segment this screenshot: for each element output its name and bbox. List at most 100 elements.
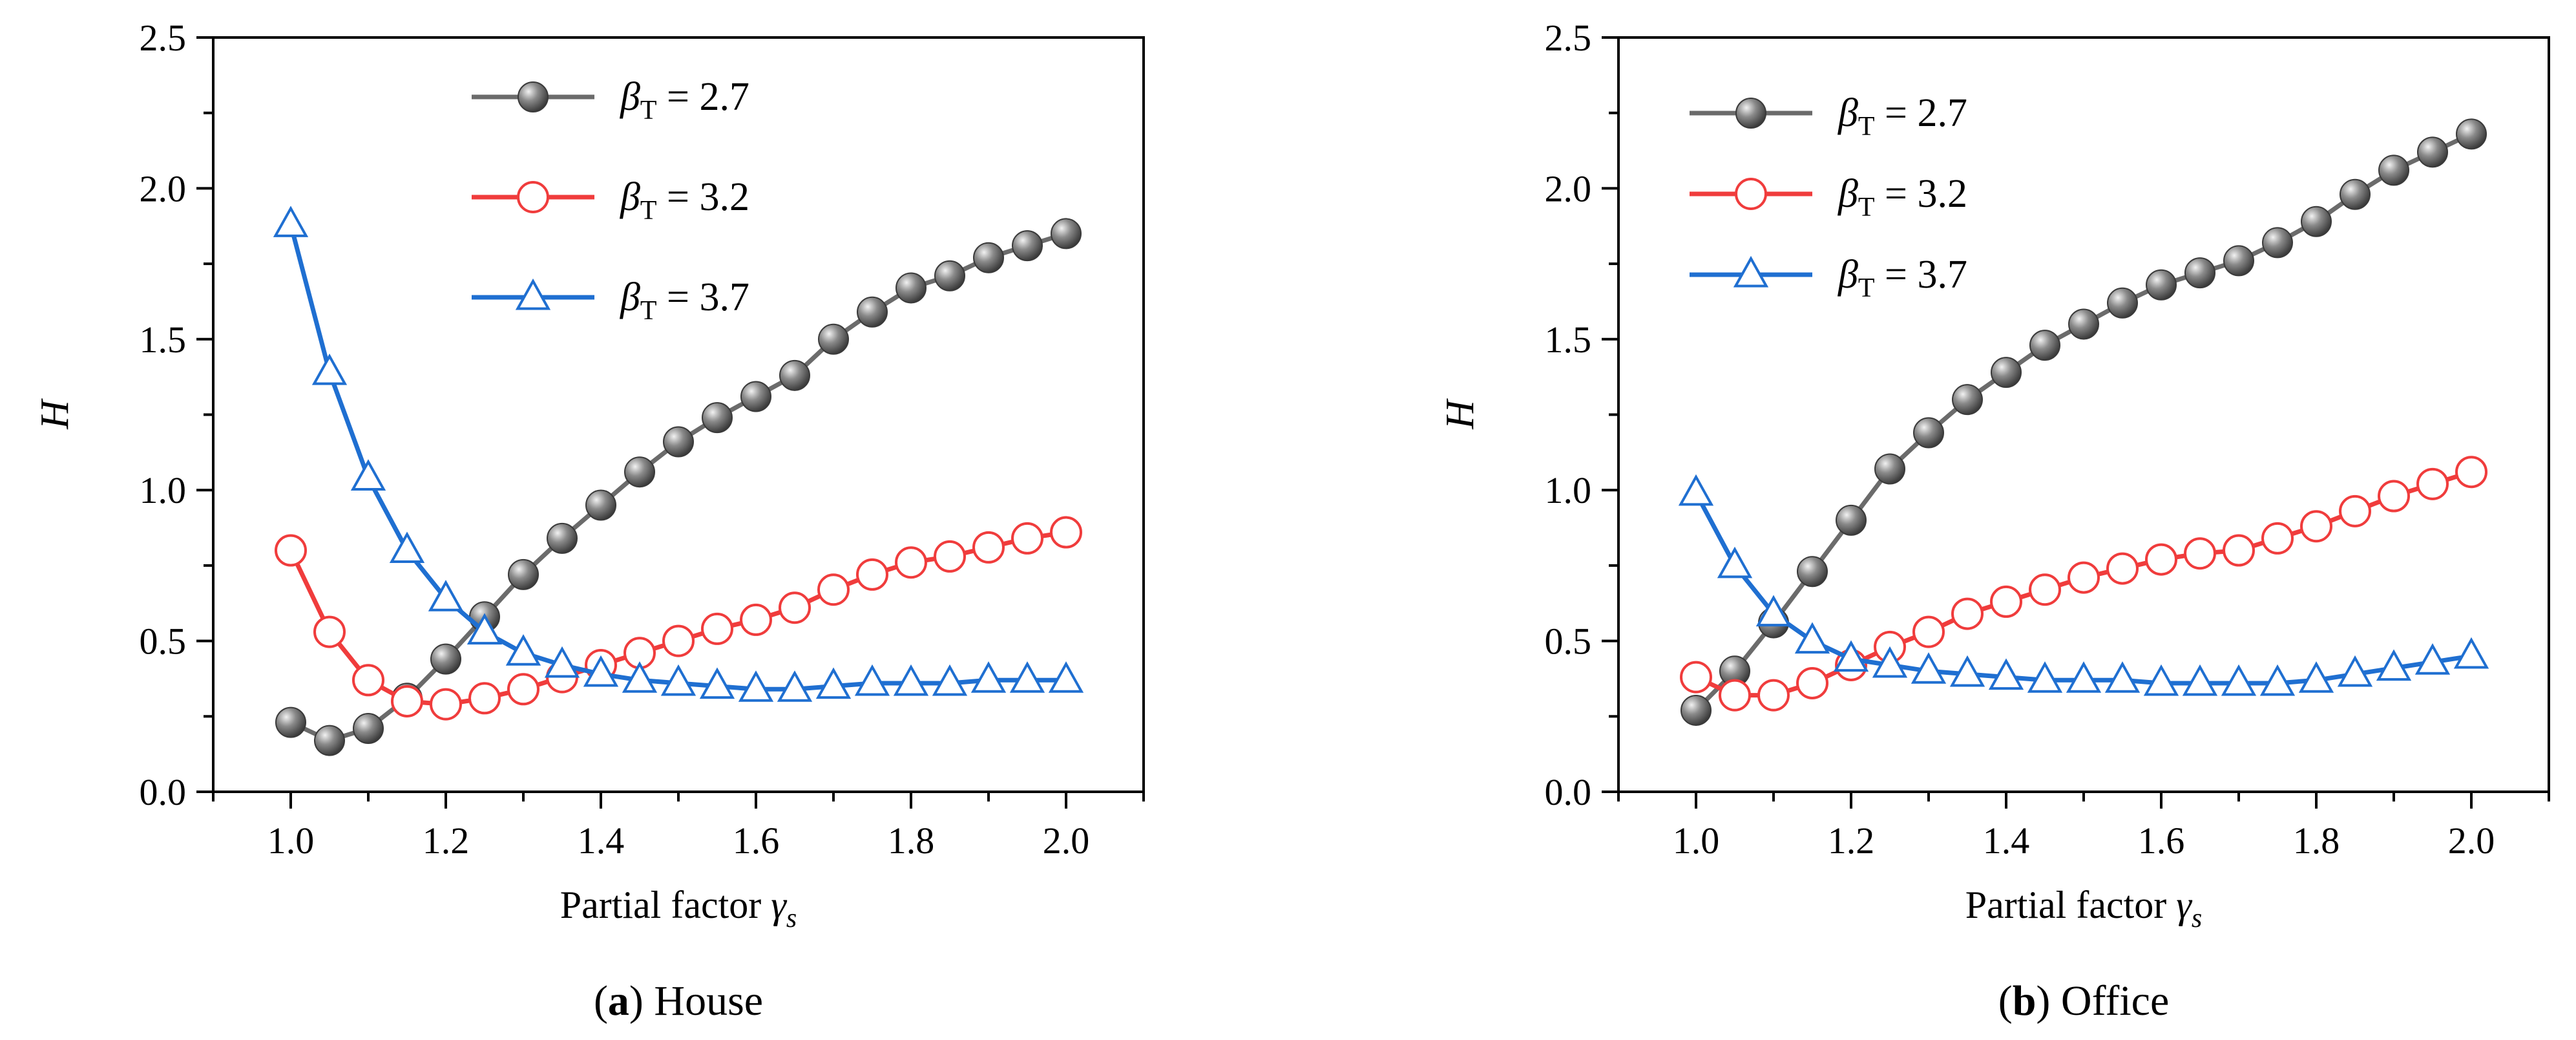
x-tick-label: 1.4 — [578, 820, 625, 862]
data-point — [1911, 652, 1947, 684]
x-axis-label-symbol: γ — [2176, 884, 2192, 926]
x-axis-label-subscript: s — [2192, 904, 2202, 933]
data-point — [391, 684, 423, 717]
legend-subscript: T — [1858, 193, 1875, 222]
x-tick-label: 2.0 — [2448, 820, 2495, 862]
data-point — [1719, 679, 1751, 712]
data-point — [1991, 357, 2022, 388]
data-point — [2068, 561, 2100, 594]
data-point — [430, 688, 462, 721]
data-point — [622, 661, 658, 693]
data-point — [2378, 480, 2410, 513]
legend-subscript: T — [640, 196, 657, 226]
chart-panel-b: 1.0 1.2 1.4 1.6 1.8 2.0 0.0 0.5 1.0 1.5 2.0 2.5 H Par… — [1438, 17, 2550, 1024]
data-point — [2414, 643, 2451, 675]
y-tick-label: 2.5 — [1545, 17, 1592, 59]
data-point — [1012, 230, 1043, 262]
legend-entry: βT = 2.7 — [472, 75, 749, 125]
data-point — [2107, 287, 2138, 319]
data-point — [1051, 218, 1082, 249]
data-point — [1872, 646, 1908, 678]
data-point — [428, 580, 464, 611]
y-tick-label: 2.5 — [140, 17, 187, 59]
y-tick-label: 1.0 — [140, 469, 187, 511]
legend: βT = 2.7βT = 3.2βT = 3.7 — [1690, 91, 1967, 303]
y-tick-label: 0.5 — [140, 621, 187, 663]
y-tick-label: 2.0 — [1545, 167, 1592, 209]
data-point — [2376, 649, 2412, 681]
data-point — [738, 670, 774, 702]
y-axis: 0.0 0.5 1.0 1.5 2.0 2.5 — [140, 17, 213, 813]
data-point — [350, 459, 386, 491]
data-point — [313, 615, 346, 648]
data-point — [2261, 522, 2294, 555]
data-point — [1951, 597, 1984, 630]
data-point — [2453, 637, 2489, 669]
legend-marker — [515, 278, 551, 310]
chart-panel-a: 1.0 1.2 1.4 1.6 1.8 2.0 0.0 0.5 1.0 1.5 2.0 2.5 H Par… — [33, 17, 1145, 1024]
data-point — [430, 643, 461, 675]
data-point — [895, 272, 927, 304]
legend-value: = 3.7 — [657, 275, 749, 319]
data-point — [353, 712, 384, 744]
data-point — [508, 558, 539, 590]
data-point — [1680, 661, 1712, 694]
series-1 — [275, 218, 1082, 756]
legend-marker — [518, 81, 549, 112]
data-point — [275, 534, 307, 567]
legend-marker — [1735, 98, 1766, 129]
series-3 — [1678, 474, 2489, 696]
data-point — [2339, 494, 2371, 527]
data-point — [2068, 308, 2099, 340]
legend-entry: βT = 3.2 — [472, 175, 749, 226]
legend-marker — [517, 181, 549, 213]
data-point — [2259, 664, 2296, 696]
x-tick-label: 1.8 — [888, 820, 935, 862]
data-point — [1833, 640, 1869, 672]
data-point — [856, 558, 888, 591]
data-point — [583, 655, 619, 687]
caption-text: ) Office — [2036, 977, 2169, 1024]
data-point — [740, 603, 772, 636]
data-point — [2416, 467, 2449, 500]
data-point — [2029, 573, 2061, 606]
data-point — [932, 664, 968, 696]
x-tick-label: 1.6 — [733, 820, 780, 862]
y-tick-label: 1.0 — [1545, 469, 1592, 511]
legend-entry: βT = 3.7 — [1690, 253, 1967, 303]
data-point — [1009, 661, 1045, 693]
data-point — [1836, 504, 1867, 536]
legend-entry: βT = 3.2 — [1690, 172, 1967, 222]
y-axis: 0.0 0.5 1.0 1.5 2.0 2.5 — [1545, 17, 1618, 813]
data-point — [544, 646, 580, 678]
data-point — [1874, 453, 1905, 485]
data-point — [701, 612, 733, 645]
x-tick-label: 2.0 — [1043, 820, 1090, 862]
y-axis-label: H — [33, 398, 77, 430]
data-point — [2145, 543, 2177, 576]
data-point — [779, 359, 810, 391]
data-point — [1755, 595, 1792, 627]
data-point — [273, 206, 309, 237]
data-point — [1952, 384, 1983, 416]
legend-symbol: β — [620, 175, 640, 219]
data-point — [547, 522, 578, 554]
data-point — [1988, 658, 2024, 690]
data-point — [624, 456, 655, 488]
data-point — [817, 573, 850, 606]
data-point — [311, 354, 348, 385]
legend-symbol: β — [1838, 172, 1858, 216]
data-point — [468, 682, 501, 715]
data-point — [1717, 546, 1753, 578]
panel-caption: (a) House — [594, 977, 763, 1024]
data-point — [389, 531, 425, 564]
data-point — [893, 664, 929, 696]
caption-letter: a — [608, 977, 629, 1024]
data-point — [1990, 585, 2022, 618]
legend-entry: βT = 3.7 — [472, 275, 749, 326]
legend-symbol: β — [620, 75, 640, 119]
x-axis-label-symbol: γ — [771, 884, 787, 926]
legend-subscript: T — [640, 296, 657, 326]
caption-letter: b — [2013, 977, 2037, 1024]
data-point — [740, 381, 771, 412]
